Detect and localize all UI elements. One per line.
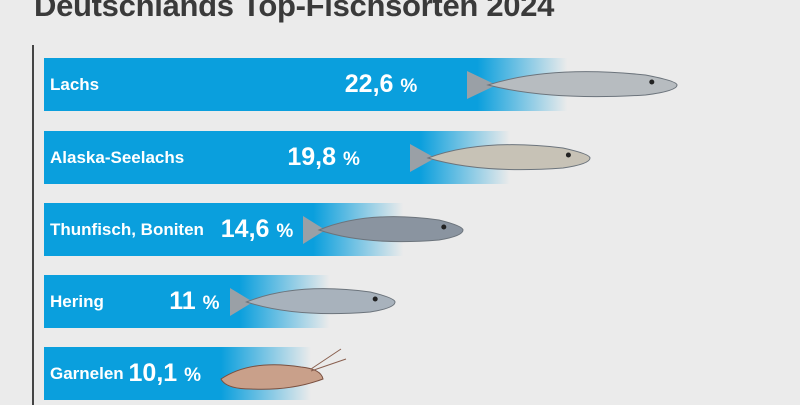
value-label: 14,6 % xyxy=(220,215,294,243)
pollock-icon xyxy=(409,144,591,172)
value-label: 11 % xyxy=(169,287,220,315)
shrimp-icon xyxy=(220,348,347,390)
value-label: 19,8 % xyxy=(287,143,360,171)
chart-title: Deutschlands Top-Fischsorten 2024 xyxy=(34,0,555,23)
bar-3: Hering 11 % xyxy=(44,275,396,328)
bar-2: Thunfisch, Boniten 14,6 % xyxy=(44,203,464,256)
bar-0: Lachs 22,6 % xyxy=(44,58,678,111)
salmon-icon xyxy=(467,71,678,99)
category-label: Alaska-Seelachs xyxy=(50,148,185,167)
tuna-icon xyxy=(303,216,464,244)
category-label: Lachs xyxy=(50,75,100,94)
herring-icon xyxy=(229,288,396,316)
bar-4: Garnelen 10,1 % xyxy=(44,347,347,400)
category-label: Hering xyxy=(50,292,104,311)
value-label: 22,6 % xyxy=(344,70,418,98)
category-label: Garnelen xyxy=(50,364,124,383)
bar-1: Alaska-Seelachs 19,8 % xyxy=(44,131,591,184)
y-axis-line xyxy=(32,45,34,405)
category-label: Thunfisch, Boniten xyxy=(50,220,204,239)
value-label: 10,1 % xyxy=(128,359,202,387)
